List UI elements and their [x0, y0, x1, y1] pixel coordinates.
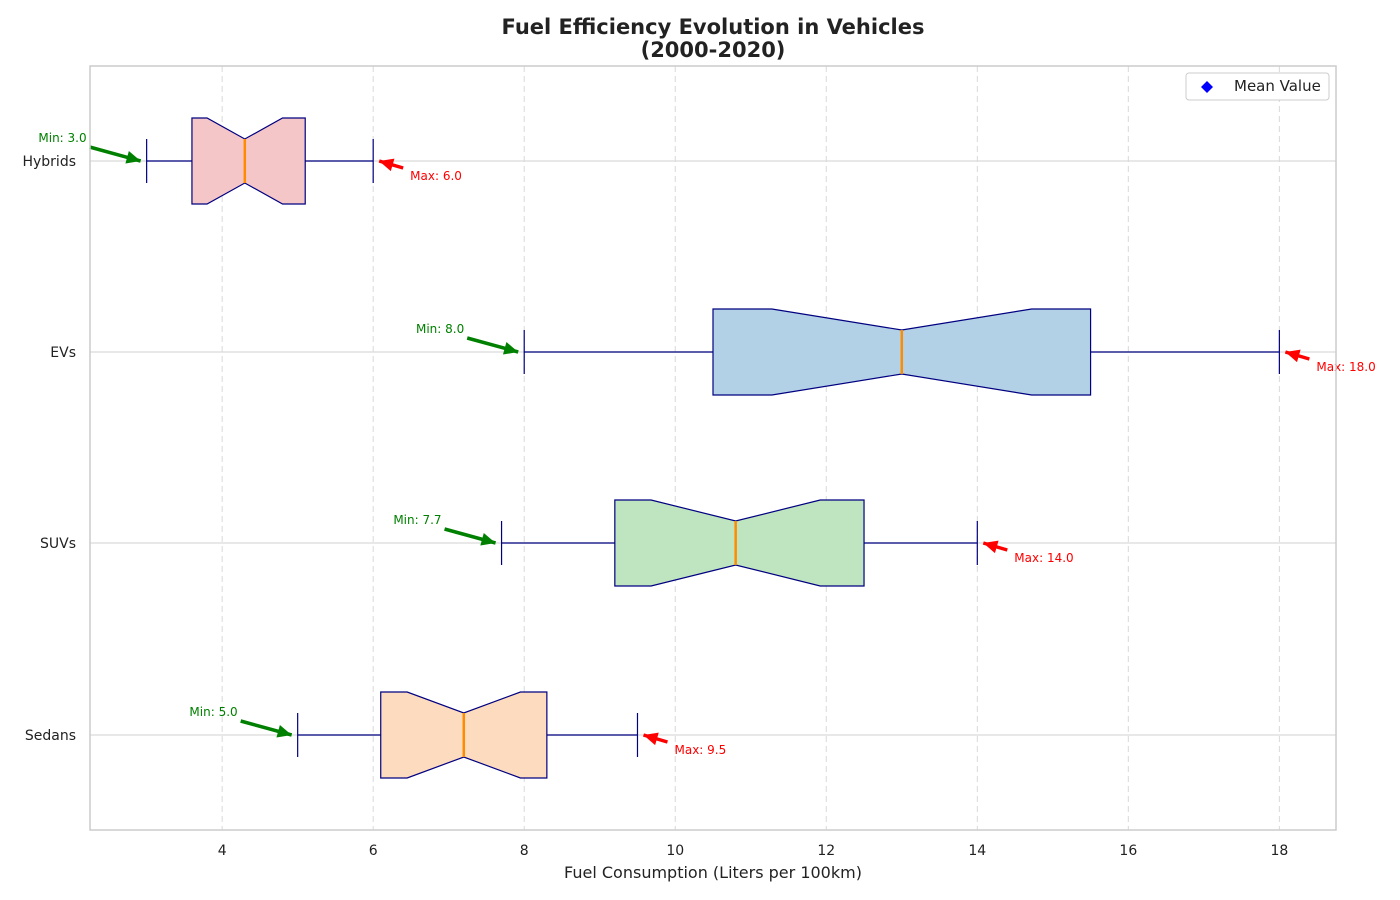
x-tick-label-12: 12	[817, 843, 835, 859]
evs-min-label: Min: 8.0	[416, 322, 464, 336]
y-tick-label-hybrids: Hybrids	[22, 154, 76, 170]
x-tick-label-6: 6	[369, 843, 378, 859]
hybrids-max-arrowhead-icon	[379, 158, 395, 172]
legend[interactable]: Mean Value	[1185, 72, 1330, 101]
sedans-max-arrowhead-icon	[643, 732, 659, 746]
suvs-min-label: Min: 7.7	[393, 513, 441, 527]
y-tick-label-evs: EVs	[50, 345, 76, 361]
chart-title-line1: Fuel Efficiency Evolution in Vehicles	[502, 15, 925, 39]
x-axis-label: Fuel Consumption (Liters per 100km)	[564, 863, 862, 882]
hybrids-min-arrowhead-icon	[125, 151, 141, 164]
suvs-max-arrowhead-icon	[983, 540, 999, 554]
plot-frame	[89, 65, 1337, 831]
legend-box	[1185, 72, 1330, 101]
sedans-max-label: Max: 9.5	[674, 743, 726, 757]
legend-label-mean: Mean Value	[1234, 77, 1321, 95]
x-tick-label-8: 8	[520, 843, 529, 859]
y-ticks: Sedans SUVs EVs Hybrids	[22, 154, 76, 744]
boxes	[146, 117, 1280, 779]
x-tick-label-14: 14	[968, 843, 986, 859]
y-tick-label-sedans: Sedans	[25, 728, 76, 744]
hybrids-max-label: Max: 6.0	[410, 169, 462, 183]
sedans-min-label: Min: 5.0	[189, 705, 237, 719]
sedans-min-arrowhead-icon	[276, 725, 292, 738]
suvs-min-arrowhead-icon	[480, 533, 496, 546]
x-tick-label-10: 10	[666, 843, 684, 859]
evs-min-arrowhead-icon	[502, 342, 519, 355]
x-tick-label-4: 4	[218, 843, 227, 859]
hybrids-box	[191, 117, 306, 205]
hybrids-min-label: Min: 3.0	[38, 131, 86, 145]
evs-max-label: Max: 18.0	[1316, 360, 1375, 374]
y-tick-label-suvs: SUVs	[40, 536, 76, 552]
annotations: Min: 5.0 Max: 9.5 Min: 7.7 Max: 14.0 Min: 8.…	[38, 131, 1375, 757]
x-ticks: 4 6 8 10 12 14 16 18	[218, 843, 1289, 859]
suvs-box	[614, 499, 865, 587]
chart-title-line2: (2000-2020)	[641, 38, 786, 62]
legend-mean-diamond-icon	[1201, 81, 1213, 93]
x-tick-label-18: 18	[1270, 843, 1288, 859]
suvs-max-label: Max: 14.0	[1014, 551, 1073, 565]
x-tick-label-16: 16	[1119, 843, 1137, 859]
evs-max-arrowhead-icon	[1285, 349, 1301, 363]
